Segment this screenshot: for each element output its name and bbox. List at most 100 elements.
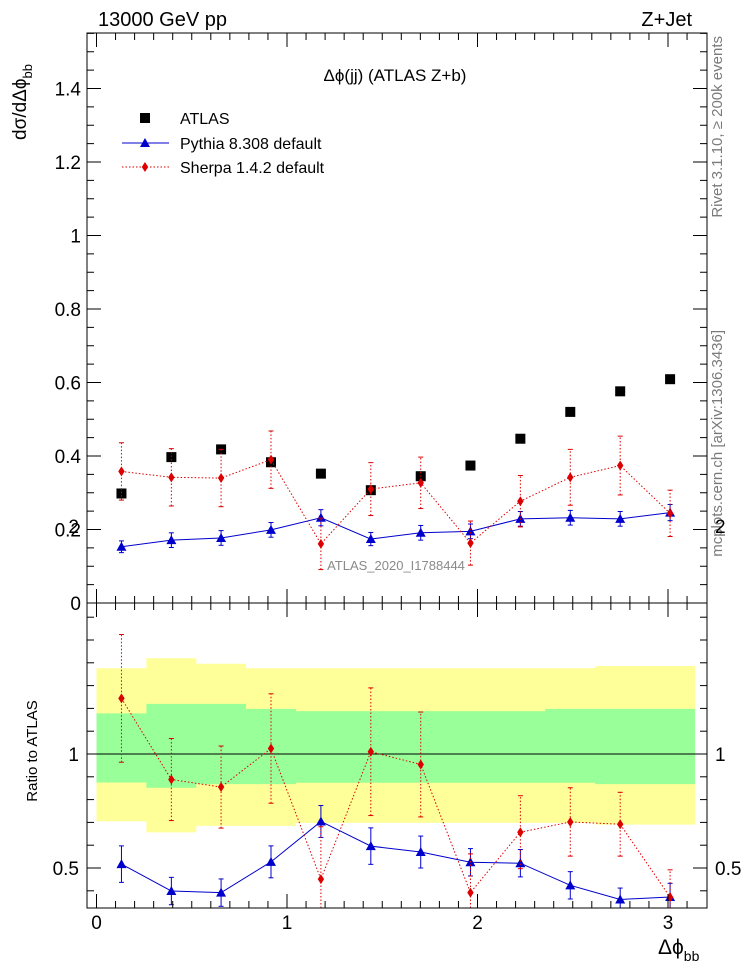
ratio-y-tick-label-right: 1 bbox=[715, 745, 726, 766]
main-y-tick-label: 0.6 bbox=[55, 374, 81, 395]
energy-label: 13000 GeV pp bbox=[98, 9, 227, 31]
pythia-ratio-marker bbox=[265, 856, 276, 866]
main-plot-title: Δϕ(jj) (ATLAS Z+b) bbox=[324, 66, 467, 85]
legend-label-pythia: Pythia 8.308 default bbox=[180, 136, 322, 153]
pythia-main-marker bbox=[565, 512, 576, 522]
legend-marker-sherpa bbox=[141, 162, 149, 172]
ratio-y-tick-label: 2 bbox=[68, 517, 79, 538]
atlas-main-point bbox=[465, 460, 476, 471]
atlas-main-marker bbox=[116, 488, 127, 499]
main-y-tick-label: 0.8 bbox=[55, 300, 81, 321]
process-label: Z+Jet bbox=[641, 9, 692, 31]
sherpa-ratio-marker bbox=[517, 827, 524, 838]
pythia-ratio-marker bbox=[166, 886, 177, 896]
sherpa-ratio-marker bbox=[217, 782, 225, 793]
sherpa-main-marker bbox=[267, 454, 275, 465]
legend: ATLAS Pythia 8.308 default Sherpa 1.4.2 de… bbox=[122, 111, 325, 177]
sherpa-main-point bbox=[168, 448, 175, 507]
pythia-ratio-marker bbox=[515, 858, 526, 868]
mcplots-reference-label: mcplots.cern.ch [arXiv:1306.3436] bbox=[709, 330, 726, 557]
atlas-main-point bbox=[116, 488, 127, 499]
sherpa-ratio-line bbox=[121, 698, 671, 898]
main-y-tick-label: 0 bbox=[70, 594, 81, 615]
pythia-main-point bbox=[166, 532, 177, 549]
atlas-main-marker bbox=[565, 406, 576, 417]
ratio-x-tick-label: 2 bbox=[472, 913, 483, 934]
main-y-tick-label: 0.2 bbox=[55, 521, 81, 542]
sherpa-main-marker bbox=[168, 472, 175, 483]
pythia-ratio-marker bbox=[216, 887, 227, 897]
main-y-tick-label: 0.4 bbox=[55, 447, 82, 468]
sherpa-main-point bbox=[118, 442, 125, 501]
pythia-main-marker bbox=[365, 534, 376, 544]
atlas-main-marker bbox=[315, 468, 326, 479]
main-y-tick-label: 1 bbox=[70, 227, 81, 248]
sherpa-ratio-point bbox=[567, 787, 574, 857]
main-plot-marks bbox=[116, 374, 676, 571]
sherpa-main-point bbox=[417, 456, 424, 510]
sherpa-main-point bbox=[267, 430, 275, 489]
sherpa-ratio-marker bbox=[666, 892, 674, 903]
sherpa-main-point bbox=[616, 435, 624, 496]
ratio-x-tick-label: 1 bbox=[282, 913, 293, 934]
pythia-main-marker bbox=[216, 532, 227, 542]
pythia-ratio-point bbox=[565, 871, 576, 900]
legend-marker-atlas bbox=[140, 113, 150, 123]
sherpa-main-point bbox=[217, 448, 225, 508]
sherpa-ratio-point bbox=[217, 745, 225, 829]
sherpa-main-point bbox=[367, 462, 375, 517]
sherpa-ratio-marker bbox=[118, 693, 125, 704]
pythia-ratio-point bbox=[216, 878, 227, 907]
ratio-plot-panel: 0.5 0.51 12 20 1 2 3 Ratio to ATLAS Δϕbb bbox=[24, 517, 741, 964]
ratio-plot-axes: 0.5 0.5 1 1 2 2 0 1 2 3 bbox=[53, 517, 742, 934]
atlas-main-point bbox=[315, 468, 326, 479]
sherpa-main-marker bbox=[367, 484, 375, 495]
sherpa-main-marker bbox=[417, 477, 424, 488]
ratio-plot-marks bbox=[87, 634, 707, 909]
sherpa-main-point bbox=[467, 520, 474, 566]
sherpa-main-marker bbox=[118, 466, 125, 477]
ratio-stat-uncertainty-band bbox=[96, 703, 696, 788]
sherpa-main-line bbox=[121, 459, 671, 545]
pythia-main-point bbox=[565, 509, 576, 526]
pythia-main-point bbox=[265, 522, 276, 538]
sherpa-ratio-marker bbox=[417, 759, 424, 770]
sherpa-ratio-point bbox=[417, 711, 424, 818]
ratio-y-axis-label: Ratio to ATLAS bbox=[24, 700, 41, 801]
atlas-main-marker bbox=[515, 433, 526, 444]
sherpa-ratio-point bbox=[616, 791, 624, 857]
pythia-ratio-marker bbox=[116, 859, 127, 869]
pythia-main-point bbox=[365, 531, 376, 547]
pythia-ratio-marker bbox=[615, 894, 626, 904]
pythia-ratio-line bbox=[121, 820, 671, 900]
sherpa-main-marker bbox=[567, 472, 574, 483]
atlas-main-point bbox=[515, 433, 526, 444]
ratio-y-tick-label-right: 0.5 bbox=[715, 859, 741, 880]
sherpa-main-point bbox=[317, 517, 325, 571]
legend-entry-sherpa: Sherpa 1.4.2 default bbox=[122, 160, 325, 177]
pythia-main-marker bbox=[166, 535, 177, 545]
legend-entry-atlas: ATLAS bbox=[140, 111, 230, 128]
pythia-main-marker bbox=[515, 513, 526, 523]
pythia-main-marker bbox=[265, 524, 276, 534]
ratio-y-tick-label: 1 bbox=[68, 745, 79, 766]
analysis-watermark: ATLAS_2020_I1788444 bbox=[327, 558, 465, 573]
atlas-main-marker bbox=[615, 386, 626, 397]
sherpa-main-point bbox=[517, 474, 524, 528]
atlas-main-marker bbox=[665, 374, 676, 385]
pythia-ratio-point bbox=[265, 845, 276, 879]
sherpa-main-marker bbox=[616, 460, 624, 471]
pythia-ratio-marker bbox=[415, 847, 426, 857]
sherpa-ratio-marker bbox=[267, 743, 275, 754]
main-plot-panel: 00.20.40.60.811.21.4 Δϕ(jj) (ATLAS Z+b) … bbox=[10, 32, 708, 615]
pythia-main-line bbox=[121, 512, 671, 548]
ratio-x-tick-label: 0 bbox=[91, 913, 102, 934]
ratio-x-tick-label: 3 bbox=[663, 913, 674, 934]
legend-marker-pythia bbox=[140, 138, 150, 147]
main-y-tick-label: 1.4 bbox=[55, 80, 82, 101]
atlas-main-marker bbox=[465, 460, 476, 471]
atlas-main-point bbox=[615, 386, 626, 397]
pythia-ratio-point bbox=[116, 845, 127, 883]
pythia-ratio-point bbox=[415, 835, 426, 869]
